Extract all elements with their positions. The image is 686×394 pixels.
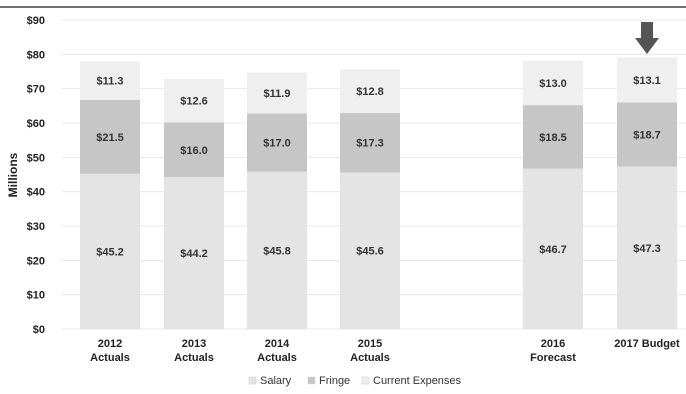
legend-swatch (362, 377, 369, 384)
bars (80, 57, 677, 329)
y-tick-label: $50 (27, 152, 45, 164)
category-label: 2013 (182, 338, 206, 350)
data-label: $45.2 (96, 246, 124, 258)
category-labels: 2012 Actuals 2013 Actuals 2014 Actuals 2015 Act… (90, 338, 680, 364)
category-label: 2015 (358, 338, 382, 350)
data-label: $45.8 (263, 245, 291, 257)
data-label: $45.6 (356, 246, 384, 258)
data-label: $46.7 (539, 244, 567, 256)
legend-label: Fringe (319, 375, 350, 387)
category-label: 2012 (98, 338, 122, 350)
y-tick-label: $90 (27, 15, 45, 27)
y-tick-label: $60 (27, 118, 45, 130)
highlight-marker (635, 22, 659, 54)
legend-label: Current Expenses (373, 375, 462, 387)
legend-swatch (308, 377, 315, 384)
data-label: $18.7 (633, 130, 661, 142)
data-label: $11.3 (97, 76, 124, 88)
legend: Salary Fringe Current Expenses (249, 375, 462, 387)
down-arrow-icon (635, 22, 659, 54)
data-label: $17.0 (263, 138, 291, 150)
category-label: Actuals (174, 352, 214, 364)
category-label: 2017 Budget (614, 338, 680, 350)
data-label: $18.5 (539, 132, 567, 144)
data-label: $47.3 (633, 243, 661, 255)
category-label: Actuals (257, 352, 297, 364)
y-axis-label: Millions (6, 152, 20, 197)
category-label: Forecast (530, 352, 576, 364)
data-label: $21.5 (96, 132, 124, 144)
y-tick-label: $20 (27, 255, 45, 267)
data-label: $11.9 (264, 88, 291, 100)
legend-label: Salary (260, 375, 292, 387)
category-label: Actuals (90, 352, 130, 364)
category-label: 2014 (265, 338, 290, 350)
category-label: 2016 (541, 338, 565, 350)
y-tick-label: $80 (27, 49, 45, 61)
category-label: Actuals (350, 352, 390, 364)
data-label: $13.1 (633, 75, 661, 87)
data-label: $17.3 (356, 138, 384, 150)
y-axis-ticks: $0 $10 $20 $30 $40 $50 $60 $70 $80 $90 (27, 15, 45, 336)
data-label: $12.6 (180, 96, 208, 108)
legend-swatch (249, 377, 256, 384)
y-tick-label: $0 (33, 324, 45, 336)
y-tick-label: $30 (27, 221, 45, 233)
data-label: $16.0 (180, 145, 208, 157)
data-label: $12.8 (356, 86, 384, 98)
data-label: $44.2 (180, 248, 208, 260)
y-tick-label: $40 (27, 187, 45, 199)
data-label: $13.0 (539, 78, 567, 90)
y-tick-label: $70 (27, 84, 45, 96)
y-tick-label: $10 (27, 290, 45, 302)
